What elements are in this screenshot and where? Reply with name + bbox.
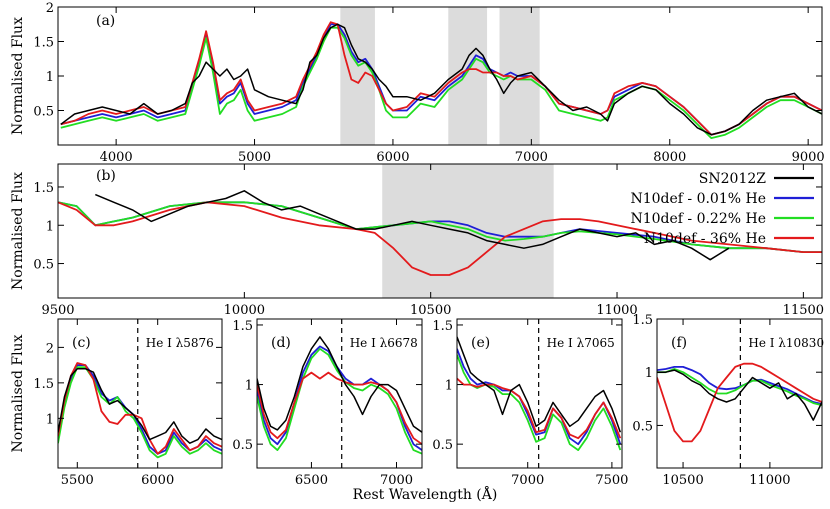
panel-a: 4000 5000 6000 7000 8000 9000 0.5 1 1.5 2 (a) Norma… [10, 1, 825, 165]
series-line-he001 [60, 23, 822, 136]
y-tick-label: 0.5 [232, 438, 253, 453]
series-line-sn2012z [60, 23, 822, 136]
panel-label: (c) [72, 335, 91, 351]
y-tick-label: 1.5 [432, 319, 453, 334]
panel-label: (a) [96, 13, 115, 29]
y-tick-label: 1 [46, 70, 54, 85]
y-tick-label: 1 [245, 379, 253, 394]
line-label: He I λ10830 [748, 336, 824, 350]
panel-c: 5500 6000 1 1.5 2 (c) He I λ5876 Normalised Flu… [10, 318, 223, 488]
y-tick-label: 1.5 [33, 377, 54, 392]
x-tick-label: 4000 [100, 150, 133, 165]
x-tick-label: 11000 [749, 473, 790, 488]
y-tick-label: 1 [46, 219, 54, 234]
y-tick-label: 2 [46, 1, 54, 16]
series-line-he022 [58, 366, 222, 459]
panel-label: (b) [96, 168, 116, 184]
panel-label: (f) [671, 335, 687, 351]
x-tick-label: 7000 [380, 473, 413, 488]
series-line-he36 [58, 362, 222, 455]
x-tick-label: 7000 [511, 473, 544, 488]
axes-frame [456, 318, 623, 469]
y-tick-label: 0.5 [632, 419, 653, 434]
line-label: He I λ6678 [350, 336, 418, 350]
x-tick-label: 7500 [595, 473, 628, 488]
y-tick-label: 1.5 [33, 181, 54, 196]
series-line-he36 [457, 377, 622, 440]
shaded-region [448, 7, 488, 145]
y-tick-label: 0.5 [33, 105, 54, 120]
legend-label: SN2012Z [699, 171, 766, 187]
legend-label: N10def - 0.22% He [630, 211, 766, 227]
y-axis-label: Normalised Flux [10, 334, 26, 452]
y-tick-label: 1.5 [33, 36, 54, 51]
series-line-he022 [60, 26, 822, 140]
panel-f: 10500 11000 0.5 1 1.5 (f) He I λ10830 [632, 313, 824, 488]
panel-b: 9500 10000 10500 11000 11500 0.5 1 1.5 (b) Normal… [10, 163, 824, 318]
panel-label: (d) [271, 335, 291, 351]
series-line-he022 [58, 201, 822, 254]
x-tick-label: 7000 [515, 150, 548, 165]
series-line-he36 [257, 371, 422, 445]
x-tick-label: 6500 [295, 473, 328, 488]
line-label: He I λ7065 [547, 336, 615, 350]
series-line-he36 [657, 362, 822, 443]
panel-e: 7000 7500 0.5 1 1.5 (e) He I λ7065 [432, 318, 628, 488]
series-line-he022 [257, 347, 422, 455]
x-tick-label: 11000 [596, 303, 637, 318]
x-axis-label: Rest Wavelength (Å) [353, 485, 498, 503]
x-tick-label: 5000 [238, 150, 271, 165]
y-tick-label: 1.5 [632, 313, 653, 328]
x-tick-label: 10500 [662, 473, 703, 488]
y-axis-label: Normalised Flux [10, 17, 26, 135]
series-line-he36 [60, 21, 822, 136]
series-line-sn2012z [257, 336, 422, 433]
series-line-sn2012z [457, 336, 622, 433]
y-tick-label: 1.5 [232, 319, 253, 334]
series-line-sn2012z [657, 369, 822, 421]
x-tick-label: 5500 [61, 473, 94, 488]
shaded-region [382, 164, 554, 298]
x-tick-label: 6000 [141, 473, 174, 488]
y-tick-label: 1 [445, 379, 453, 394]
y-tick-label: 2 [46, 341, 54, 356]
legend-label: N10def - 36% He [644, 231, 766, 247]
line-label: He I λ5876 [146, 336, 214, 350]
series-line-sn2012z [58, 367, 222, 444]
x-tick-label: 9500 [41, 303, 74, 318]
axes-frame [57, 6, 823, 146]
panel-d: 6500 7000 0.5 1 1.5 (d) He I λ6678 [232, 318, 423, 488]
x-tick-label: 9000 [792, 150, 825, 165]
axes-frame [256, 318, 423, 469]
axes-frame [656, 318, 823, 469]
y-tick-label: 1 [46, 412, 54, 427]
x-tick-label: 6000 [376, 150, 409, 165]
legend: SN2012Z N10def - 0.01% He N10def - 0.22% H… [630, 171, 814, 247]
y-tick-label: 1 [645, 366, 653, 381]
axes-frame [57, 163, 823, 299]
x-tick-label: 10000 [224, 303, 265, 318]
series-line-sn2012z [95, 190, 730, 261]
axes-frame [57, 318, 223, 469]
shaded-region [340, 7, 375, 145]
y-axis-label: Normalised Flux [10, 172, 26, 290]
y-tick-label: 0.5 [432, 438, 453, 453]
y-tick-label: 0.5 [33, 258, 54, 273]
x-tick-label: 11500 [783, 303, 824, 318]
panel-label: (e) [471, 335, 490, 351]
series-line-he36 [58, 201, 822, 276]
x-tick-label: 8000 [653, 150, 686, 165]
x-tick-label: 10500 [410, 303, 451, 318]
legend-label: N10def - 0.01% He [630, 191, 766, 207]
